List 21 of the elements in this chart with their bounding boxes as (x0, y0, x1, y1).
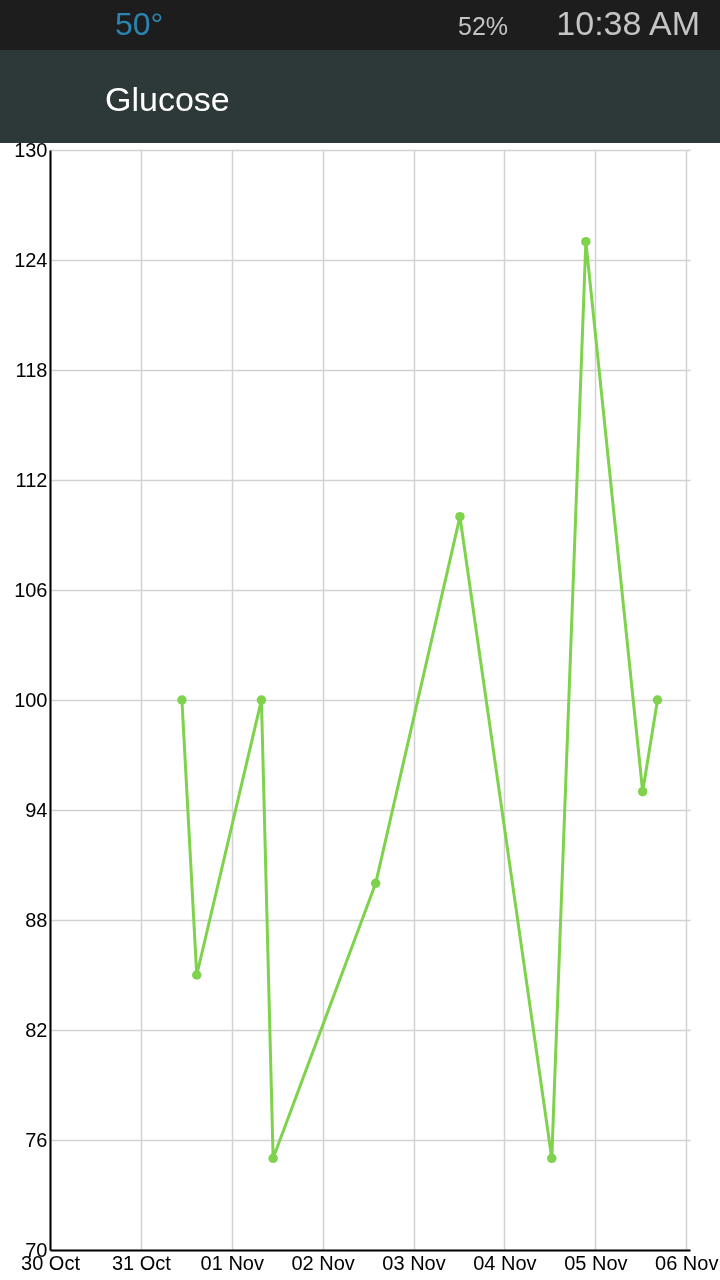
y-tick-label: 100 (14, 688, 48, 711)
text: 50° (115, 6, 164, 42)
x-tick-label: 31 Oct (111, 1251, 172, 1274)
y-tick-label: 82 (25, 1018, 48, 1041)
x-tick-label: 01 Nov (200, 1251, 264, 1274)
y-tick-label: 118 (15, 358, 48, 381)
x-tick-label: 03 Nov (382, 1251, 446, 1274)
y-tick-label: 130 (14, 138, 48, 161)
x-tick-label: 04 Nov (473, 1251, 537, 1274)
text: 52% (458, 12, 509, 40)
y-tick-label: 106 (14, 578, 48, 601)
y-tick-label: 94 (25, 798, 48, 821)
y-tick-label: 88 (25, 908, 48, 931)
y-tick-label: 76 (25, 1128, 48, 1151)
y-tick-label: 124 (14, 248, 48, 271)
x-tick-label: 02 Nov (291, 1251, 355, 1274)
x-tick-label: 06 Nov (655, 1251, 719, 1274)
x-tick-label: 05 Nov (564, 1251, 628, 1274)
chart-title: Glucose (105, 80, 230, 118)
y-tick-label: 112 (15, 468, 48, 491)
text: 10:38 AM (556, 4, 700, 42)
